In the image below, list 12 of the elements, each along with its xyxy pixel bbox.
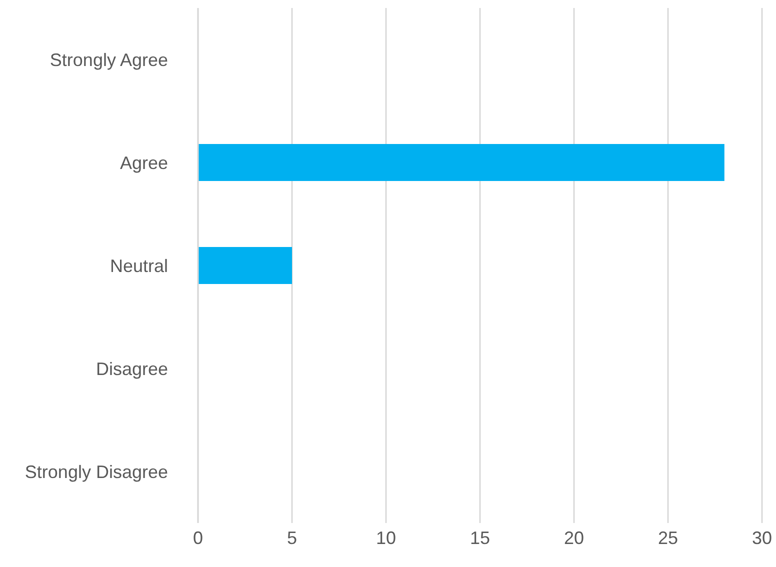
x-tick-label: 30: [752, 528, 772, 548]
x-tick-label: 5: [286, 528, 298, 548]
x-tick-label: 10: [376, 528, 396, 548]
x-tick-label: 0: [192, 528, 204, 548]
x-tick-label: 25: [658, 528, 678, 548]
y-tick-label: Disagree: [96, 358, 168, 379]
x-tick-label: 15: [470, 528, 490, 548]
y-tick-label: Strongly Disagree: [24, 462, 168, 482]
x-tick-label: 20: [564, 528, 584, 548]
y-tick-label: Neutral: [110, 256, 168, 276]
y-tick-label: Strongly Agree: [50, 50, 168, 70]
y-tick-label: Agree: [120, 152, 168, 173]
